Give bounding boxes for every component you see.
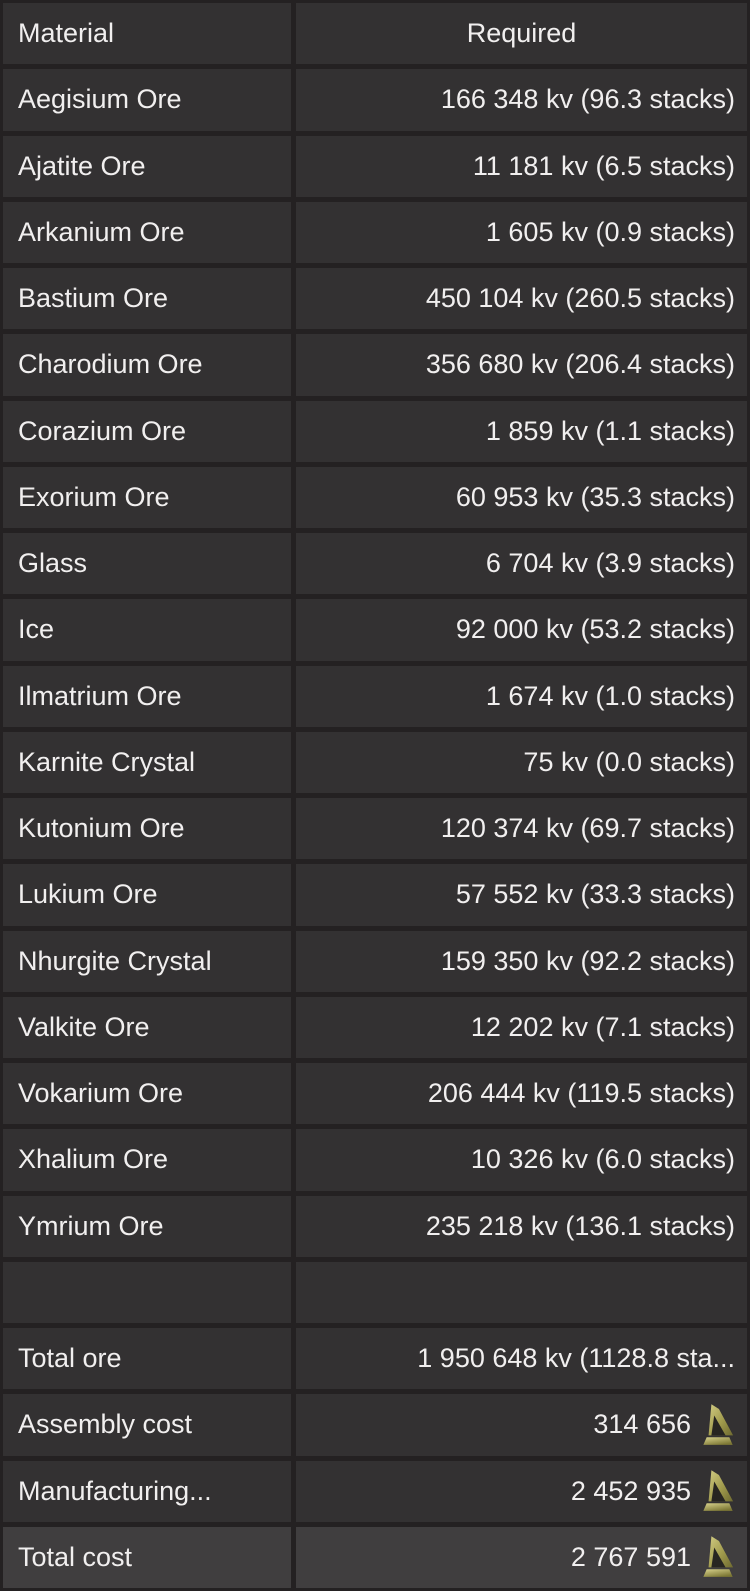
required-value: 235 218 kv (136.1 stacks) xyxy=(425,1210,735,1241)
material-name-cell[interactable]: Aegisium Ore xyxy=(3,69,291,131)
credits-icon xyxy=(703,1536,734,1578)
material-name-cell[interactable]: Kutonium Ore xyxy=(3,798,291,860)
material-name: Glass xyxy=(18,548,88,579)
material-name-cell[interactable]: Exorium Ore xyxy=(3,466,291,528)
credits-icon xyxy=(703,1404,734,1445)
required-value: 6 704 kv (3.9 stacks) xyxy=(485,548,735,579)
total-cost-label-cell[interactable]: Total cost xyxy=(3,1526,291,1588)
material-name-cell[interactable]: Lukium Ore xyxy=(3,864,291,926)
manufacturing-cost-value-cell[interactable]: 2 452 935 xyxy=(296,1460,747,1522)
required-cell[interactable]: 166 348 kv (96.3 stacks) xyxy=(296,69,747,131)
material-name: Karnite Crystal xyxy=(18,746,196,777)
required-value: 60 953 kv (35.3 stacks) xyxy=(455,481,735,512)
material-name: Aegisium Ore xyxy=(18,84,182,115)
material-name-cell[interactable]: Charodium Ore xyxy=(3,334,291,396)
required-value: 57 552 kv (33.3 stacks) xyxy=(455,879,735,910)
manufacturing-cost-label-cell[interactable]: Manufacturing... xyxy=(3,1460,291,1522)
credits-icon xyxy=(703,1470,734,1511)
assembly-cost-value: 314 656 xyxy=(593,1409,691,1440)
column-header-required-label: Required xyxy=(466,18,577,49)
required-cell[interactable]: 450 104 kv (260.5 stacks) xyxy=(296,268,747,330)
total-ore-value: 1 950 648 kv (1128.8 sta... xyxy=(417,1343,735,1374)
material-name: Charodium Ore xyxy=(18,349,203,380)
empty-required-cell xyxy=(296,1261,747,1323)
required-cell[interactable]: 92 000 kv (53.2 stacks) xyxy=(296,599,747,661)
material-name: Vokarium Ore xyxy=(18,1078,184,1109)
required-value: 10 326 kv (6.0 stacks) xyxy=(470,1144,735,1175)
material-name-cell[interactable]: Glass xyxy=(3,533,291,595)
manufacturing-cost-label: Manufacturing... xyxy=(18,1475,212,1506)
material-name-cell[interactable]: Ymrium Ore xyxy=(3,1195,291,1257)
material-name: Lukium Ore xyxy=(18,879,158,910)
material-name: Ilmatrium Ore xyxy=(18,680,182,711)
assembly-cost-label: Assembly cost xyxy=(18,1409,193,1440)
material-name-cell[interactable]: Ajatite Ore xyxy=(3,135,291,197)
required-cell[interactable]: 1 859 kv (1.1 stacks) xyxy=(296,400,747,462)
required-cell[interactable]: 159 350 kv (92.2 stacks) xyxy=(296,930,747,992)
total-cost-label: Total cost xyxy=(18,1541,133,1572)
required-cell[interactable]: 12 202 kv (7.1 stacks) xyxy=(296,996,747,1058)
material-name-cell[interactable]: Arkanium Ore xyxy=(3,201,291,263)
material-name: Corazium Ore xyxy=(18,415,187,446)
required-cell[interactable]: 6 704 kv (3.9 stacks) xyxy=(296,533,747,595)
required-value: 356 680 kv (206.4 stacks) xyxy=(425,349,735,380)
material-name: Ymrium Ore xyxy=(18,1210,164,1241)
material-name: Ice xyxy=(18,614,55,645)
required-value: 450 104 kv (260.5 stacks) xyxy=(425,283,735,314)
assembly-cost-label-cell[interactable]: Assembly cost xyxy=(3,1394,291,1456)
required-value: 75 kv (0.0 stacks) xyxy=(523,746,735,777)
required-cell[interactable]: 356 680 kv (206.4 stacks) xyxy=(296,334,747,396)
material-name-cell[interactable]: Bastium Ore xyxy=(3,268,291,330)
required-value: 11 181 kv (6.5 stacks) xyxy=(472,150,735,181)
material-name-cell[interactable]: Ice xyxy=(3,599,291,661)
required-cell[interactable]: 1 605 kv (0.9 stacks) xyxy=(296,201,747,263)
total-cost-value-cell[interactable]: 2 767 591 xyxy=(296,1526,747,1588)
manufacturing-cost-value: 2 452 935 xyxy=(570,1475,691,1506)
required-value: 206 444 kv (119.5 stacks) xyxy=(427,1078,735,1109)
required-value: 1 605 kv (0.9 stacks) xyxy=(485,216,735,247)
required-cell[interactable]: 11 181 kv (6.5 stacks) xyxy=(296,135,747,197)
required-cell[interactable]: 57 552 kv (33.3 stacks) xyxy=(296,864,747,926)
material-name-cell[interactable]: Corazium Ore xyxy=(3,400,291,462)
column-header-material: Material xyxy=(3,3,291,65)
required-value: 1 674 kv (1.0 stacks) xyxy=(485,680,735,711)
required-value: 159 350 kv (92.2 stacks) xyxy=(440,945,735,976)
required-cell[interactable]: 60 953 kv (35.3 stacks) xyxy=(296,466,747,528)
required-value: 92 000 kv (53.2 stacks) xyxy=(455,614,735,645)
material-name-cell[interactable]: Karnite Crystal xyxy=(3,731,291,793)
material-name: Ajatite Ore xyxy=(18,150,146,181)
material-name-cell[interactable]: Nhurgite Crystal xyxy=(3,930,291,992)
material-name: Bastium Ore xyxy=(18,283,169,314)
material-name: Exorium Ore xyxy=(18,481,170,512)
material-name: Xhalium Ore xyxy=(18,1144,169,1175)
material-name: Arkanium Ore xyxy=(18,216,185,247)
total-ore-value-cell[interactable]: 1 950 648 kv (1128.8 sta... xyxy=(296,1328,747,1390)
required-cell[interactable]: 120 374 kv (69.7 stacks) xyxy=(296,798,747,860)
material-name-cell[interactable]: Valkite Ore xyxy=(3,996,291,1058)
empty-material-cell xyxy=(3,1261,291,1323)
required-cell[interactable]: 10 326 kv (6.0 stacks) xyxy=(296,1129,747,1191)
total-ore-label: Total ore xyxy=(18,1343,122,1374)
assembly-cost-value-cell[interactable]: 314 656 xyxy=(296,1394,747,1456)
column-header-required: Required xyxy=(296,3,747,65)
column-header-material-label: Material xyxy=(18,18,115,49)
material-name: Nhurgite Crystal xyxy=(18,945,212,976)
required-cell[interactable]: 75 kv (0.0 stacks) xyxy=(296,731,747,793)
required-value: 120 374 kv (69.7 stacks) xyxy=(440,813,735,844)
material-name: Valkite Ore xyxy=(18,1011,150,1042)
total-ore-label-cell[interactable]: Total ore xyxy=(3,1328,291,1390)
required-cell[interactable]: 235 218 kv (136.1 stacks) xyxy=(296,1195,747,1257)
total-cost-value: 2 767 591 xyxy=(570,1541,691,1572)
material-name: Kutonium Ore xyxy=(18,813,185,844)
material-name-cell[interactable]: Xhalium Ore xyxy=(3,1129,291,1191)
required-cell[interactable]: 1 674 kv (1.0 stacks) xyxy=(296,665,747,727)
required-value: 1 859 kv (1.1 stacks) xyxy=(485,415,735,446)
material-name-cell[interactable]: Vokarium Ore xyxy=(3,1063,291,1125)
required-value: 166 348 kv (96.3 stacks) xyxy=(440,84,735,115)
material-name-cell[interactable]: Ilmatrium Ore xyxy=(3,665,291,727)
required-cell[interactable]: 206 444 kv (119.5 stacks) xyxy=(296,1063,747,1125)
required-value: 12 202 kv (7.1 stacks) xyxy=(470,1011,735,1042)
